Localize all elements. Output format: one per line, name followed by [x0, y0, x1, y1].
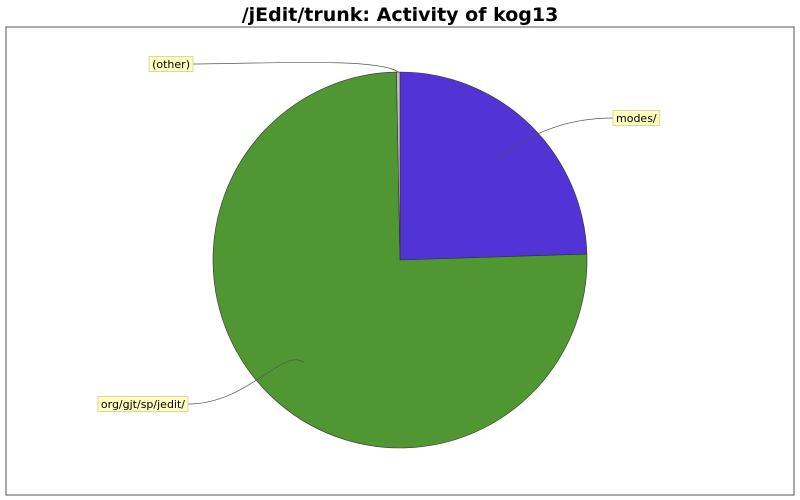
slice-label-org-gjt-sp-jedit: org/gjt/sp/jedit/: [101, 398, 185, 411]
leader-line-org-gjt-sp-jedit: [187, 359, 304, 405]
leader-line-modes: [497, 117, 614, 159]
chart-title: /jEdit/trunk: Activity of kog13: [241, 4, 559, 26]
slice-label-modes: modes/: [616, 112, 657, 125]
slice-label-box-org-gjt-sp-jedit: [97, 396, 189, 412]
leader-line-other: [192, 62, 399, 73]
slice-label-box-other: [148, 56, 194, 72]
slice-label-box-modes: [612, 110, 661, 126]
pie-slice-other: [396, 71, 401, 261]
label-leaders: [187, 62, 614, 405]
pie-slices: [212, 71, 588, 449]
pie-slice-modes: [399, 71, 588, 261]
slice-labels: modes/org/gjt/sp/jedit/ (other): [97, 56, 661, 412]
slice-label-other: (other): [152, 58, 190, 71]
